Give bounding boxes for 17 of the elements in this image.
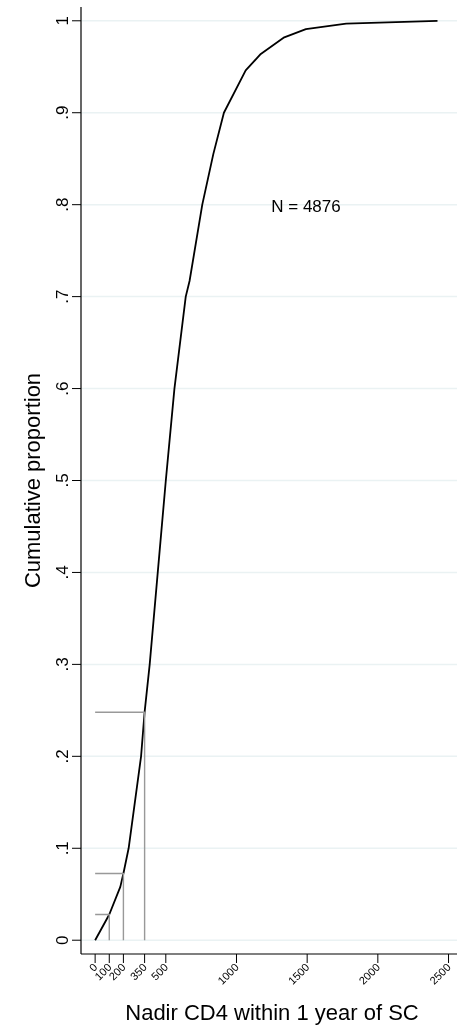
y-tick-label: .7	[53, 289, 72, 304]
y-tick-label: 0	[53, 935, 72, 945]
y-tick-label: .2	[53, 749, 72, 764]
annotation: N = 4876	[271, 197, 341, 216]
line-series	[94, 19, 439, 942]
y-axis-title: Cumulative proportion	[20, 372, 45, 589]
x-tick-label: 350	[127, 960, 150, 983]
y-tick-label: .1	[53, 841, 72, 856]
y-tick-label: .6	[53, 381, 72, 396]
y-tick-label: 1	[53, 16, 72, 26]
x-tick-label: 500	[148, 960, 171, 983]
y-tick-label: .5	[53, 473, 72, 488]
y-tick-label: .9	[53, 105, 72, 120]
y-tick-label: .4	[53, 565, 72, 580]
x-axis-title: Nadir CD4 within 1 year of SC	[125, 1000, 419, 1025]
y-tick-label: .3	[53, 657, 72, 672]
y-tick-label: .8	[53, 197, 72, 212]
